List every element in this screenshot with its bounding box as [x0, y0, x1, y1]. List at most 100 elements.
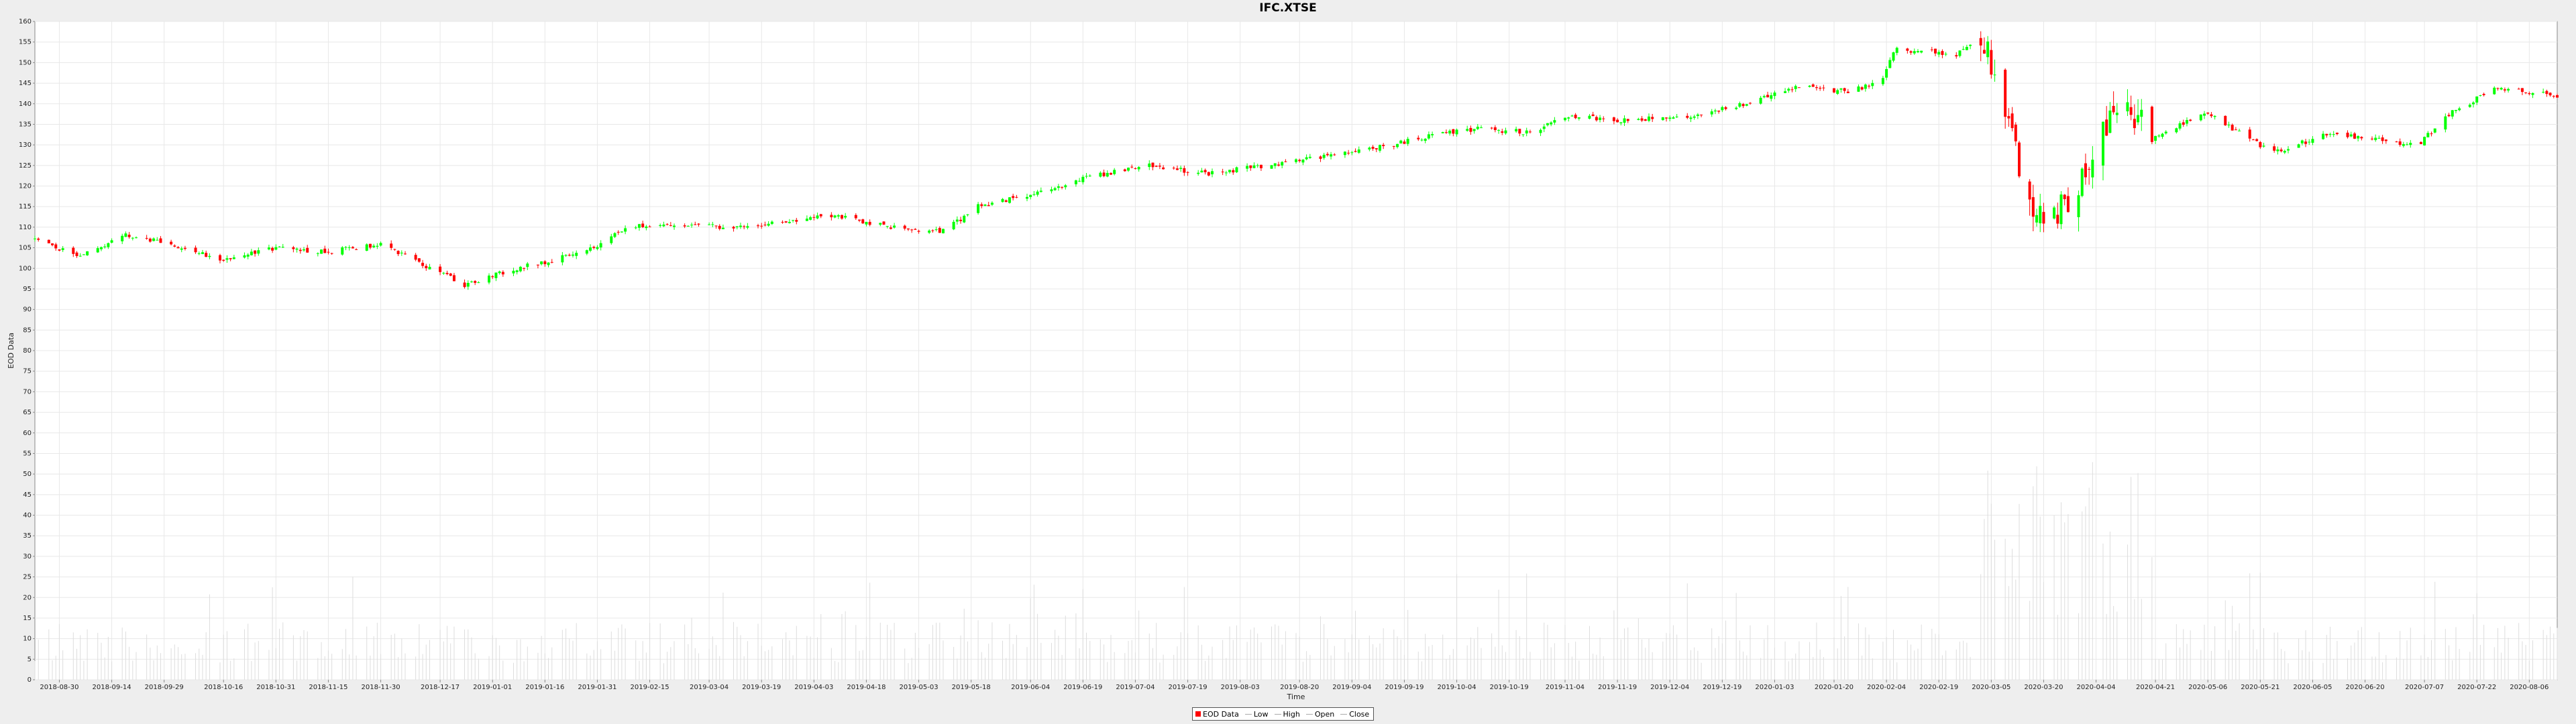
candle-body: [659, 225, 662, 227]
candle-body: [1644, 119, 1647, 121]
candle-body: [526, 263, 529, 267]
candle-body: [903, 225, 906, 229]
legend-swatch: [1340, 713, 1348, 715]
x-axis-label: Time: [1287, 692, 1305, 701]
candle-body: [746, 226, 749, 228]
candle-body: [355, 249, 358, 250]
candle-body: [938, 228, 941, 233]
candle-body: [1839, 88, 1843, 90]
candle-body: [2548, 93, 2552, 96]
candle-body: [1668, 117, 1672, 119]
candle-body: [2444, 116, 2447, 130]
candle-body: [498, 271, 501, 274]
x-axis: 2018-08-30 2018-09-14 2018-09-29 2018-10-16…: [40, 680, 2548, 691]
legend-swatch: [1195, 711, 1201, 717]
candle-body: [421, 263, 425, 266]
candle-body: [180, 248, 183, 250]
candle-body: [2304, 141, 2308, 144]
candle-body: [2112, 105, 2115, 113]
x-tick-label: 2019-03-04: [690, 684, 729, 691]
x-tick-label: 2019-07-04: [1116, 684, 1155, 691]
x-tick-label: 2019-09-04: [1332, 684, 1371, 691]
legend-label: High: [1283, 709, 1300, 719]
candle-body: [2332, 134, 2335, 135]
candle-body: [854, 215, 857, 219]
candle-body: [414, 255, 417, 260]
candle-body: [1986, 41, 1990, 58]
candle-body: [1343, 152, 1346, 156]
y-tick-label: 85: [23, 326, 32, 334]
candle-body: [208, 255, 211, 257]
candle-body: [858, 219, 861, 221]
candle-body: [379, 243, 382, 246]
x-tick-label: 2019-10-04: [1437, 684, 1476, 691]
x-tick-label: 2019-06-19: [1063, 684, 1102, 691]
candle-body: [2458, 108, 2461, 111]
x-tick-label: 2020-02-19: [1919, 684, 1958, 691]
candle-body: [54, 244, 58, 249]
candle-body: [78, 255, 82, 257]
candle-body: [990, 202, 994, 205]
candle-body: [547, 262, 550, 265]
candle-body: [135, 237, 138, 239]
candle-body: [1235, 167, 1238, 172]
x-tick-label: 2019-04-03: [794, 684, 833, 691]
candle-body: [686, 225, 690, 227]
candle-body: [2108, 110, 2112, 133]
candle-body: [1074, 180, 1077, 184]
candle-body: [1920, 50, 1923, 53]
candle-body: [222, 259, 225, 261]
candle-body: [1661, 117, 1664, 121]
candle-body: [51, 243, 54, 245]
candle-body: [2178, 123, 2182, 129]
candle-body: [561, 255, 564, 263]
candle-body: [1525, 130, 1528, 134]
candle-body: [515, 270, 519, 272]
candle-body: [2028, 181, 2031, 200]
candle-body: [2276, 149, 2279, 152]
x-tick-label: 2020-07-07: [2405, 684, 2444, 691]
candle-body: [1392, 145, 1395, 147]
candle-body: [1417, 137, 1420, 139]
candle-body: [250, 251, 253, 255]
candle-body: [1175, 168, 1179, 170]
candle-body: [1273, 163, 1277, 166]
candle-body: [1444, 132, 1448, 133]
candle-body: [254, 250, 257, 254]
legend-label: EOD Data: [1203, 709, 1239, 719]
candle-body: [159, 238, 162, 243]
candle-body: [624, 228, 627, 232]
candle-body: [1588, 115, 1591, 119]
candle-body: [1378, 145, 1381, 151]
candle-body: [1993, 74, 1996, 76]
candle-body: [599, 243, 602, 248]
candle-body: [928, 230, 931, 233]
candle-body: [1696, 114, 1699, 117]
legend-item: High: [1274, 709, 1300, 719]
y-tick-label: 160: [19, 18, 32, 25]
candle-body: [1252, 165, 1256, 168]
candle-body: [1333, 154, 1336, 156]
candle-body: [1469, 127, 1472, 132]
candle-body: [1081, 176, 1085, 182]
candle-body: [1295, 159, 1297, 162]
candle-body: [330, 253, 333, 254]
y-tick-label: 150: [19, 59, 32, 66]
candle-body: [1501, 131, 1504, 133]
x-tick-label: 2019-01-01: [473, 684, 512, 691]
x-tick-label: 2019-10-19: [1490, 684, 1529, 691]
candle-body: [1860, 87, 1864, 90]
candle-body: [610, 236, 613, 243]
candle-body: [714, 225, 718, 227]
candle-body: [1015, 196, 1018, 198]
candle-body: [1815, 87, 1818, 88]
candle-body: [121, 235, 124, 241]
candle-body: [616, 231, 620, 233]
candle-body: [2084, 163, 2087, 178]
x-tick-label: 2020-08-06: [2510, 684, 2548, 691]
candle-body: [1368, 147, 1371, 149]
legend-swatch: [1305, 713, 1313, 715]
legend-label: Open: [1314, 709, 1335, 719]
candle-body: [571, 254, 574, 256]
candle-body: [2545, 90, 2548, 95]
